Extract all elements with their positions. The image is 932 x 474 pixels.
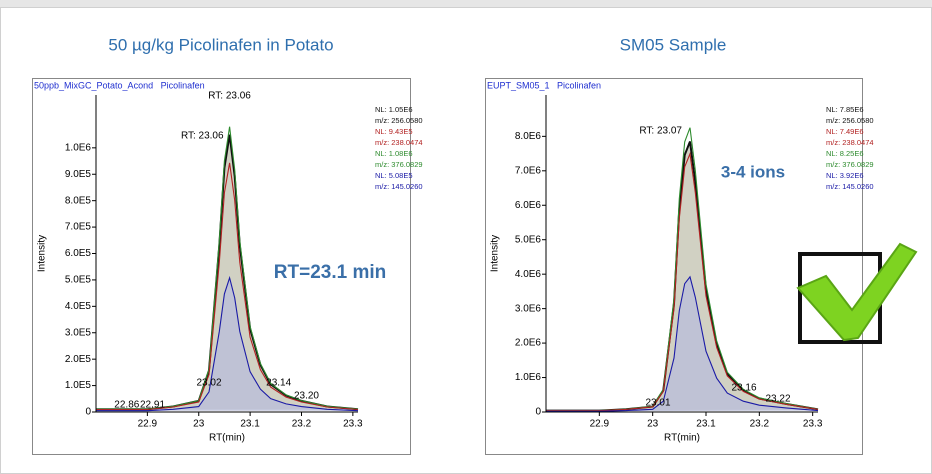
legend-nl: NL: 1.05E6 xyxy=(375,105,413,114)
peak-label: 23.16 xyxy=(731,383,756,394)
legend-nl: NL: 9.43E5 xyxy=(375,127,413,136)
y-tick-label: 8.0E5 xyxy=(65,195,92,206)
peak-label: 22.86 xyxy=(114,400,139,411)
peak-label: 23.22 xyxy=(765,394,790,405)
y-tick-label: 6.0E6 xyxy=(515,200,542,211)
y-tick-label: 2.0E6 xyxy=(515,338,542,349)
y-tick-label: 3.0E5 xyxy=(65,327,92,338)
y-tick-label: 0 xyxy=(535,407,541,418)
y-tick-label: 7.0E5 xyxy=(65,222,92,233)
y-tick-label: 5.0E6 xyxy=(515,234,542,245)
callout: RT=23.1 min xyxy=(274,262,386,283)
x-tick-label: 23.1 xyxy=(240,419,260,430)
y-tick-label: 7.0E6 xyxy=(515,165,542,176)
legend-entry: m/z: 238.0474 xyxy=(826,138,874,147)
y-axis-label: Intensity xyxy=(490,235,501,272)
legend-entry: m/z: 256.0580 xyxy=(375,116,423,125)
legend-entry: m/z: 376.0829 xyxy=(375,160,423,169)
y-tick-label: 4.0E5 xyxy=(65,301,92,312)
trace-line xyxy=(96,275,359,412)
y-tick-label: 0 xyxy=(85,407,91,418)
peak-area xyxy=(546,276,818,412)
y-tick-label: 1.0E6 xyxy=(65,142,92,153)
x-tick-label: 23.2 xyxy=(292,419,312,430)
x-axis-label: RT(min) xyxy=(664,433,700,444)
peak-label: 23.20 xyxy=(294,391,319,402)
trace-line xyxy=(96,126,359,410)
peak-label: RT: 23.06 xyxy=(208,91,251,102)
y-tick-label: 5.0E5 xyxy=(65,275,92,286)
x-tick-label: 23.2 xyxy=(750,419,770,430)
x-tick-label: 22.9 xyxy=(590,419,610,430)
top-bar xyxy=(0,0,932,7)
peak-area xyxy=(96,277,358,411)
legend-entry: m/z: 376.0829 xyxy=(826,160,874,169)
x-axis-label: RT(min) xyxy=(209,433,245,444)
x-tick-label: 23 xyxy=(647,419,659,430)
x-tick-label: 23.1 xyxy=(696,419,716,430)
legend-entry: m/z: 256.0580 xyxy=(826,116,874,125)
y-tick-label: 1.0E5 xyxy=(65,380,92,391)
chart-title: SM05 Sample xyxy=(620,35,727,54)
legend-nl: NL: 5.08E5 xyxy=(375,171,413,180)
legend-nl: NL: 1.08E6 xyxy=(375,149,413,158)
y-tick-label: 4.0E6 xyxy=(515,269,542,280)
trace-line xyxy=(96,162,359,411)
y-tick-label: 9.0E5 xyxy=(65,169,92,180)
x-tick-label: 23 xyxy=(193,419,205,430)
peak-area xyxy=(96,134,358,410)
chart-subtitle: 50ppb_MixGC_Potato_Acond Picolinafen xyxy=(34,80,205,90)
peak-label: RT: 23.07 xyxy=(639,126,682,137)
peak-area xyxy=(546,141,818,411)
peak-label: 23.14 xyxy=(266,378,291,389)
peak-label: 23.01 xyxy=(645,398,670,409)
peak-label: 23.02 xyxy=(197,378,222,389)
y-tick-label: 8.0E6 xyxy=(515,131,542,142)
y-tick-label: 6.0E5 xyxy=(65,248,92,259)
y-axis-label: Intensity xyxy=(37,235,48,272)
legend-nl: NL: 7.49E6 xyxy=(826,127,864,136)
peak-label: 22.91 xyxy=(140,400,165,411)
x-tick-label: 22.9 xyxy=(138,419,158,430)
chart-subtitle: EUPT_SM05_1 Picolinafen xyxy=(487,80,601,90)
y-tick-label: 1.0E6 xyxy=(515,372,542,383)
callout: 3-4 ions xyxy=(721,162,785,181)
x-tick-label: 23.3 xyxy=(343,419,363,430)
checkmark-icon xyxy=(796,242,918,344)
x-tick-label: 23.3 xyxy=(803,419,823,430)
legend-nl: NL: 7.85E6 xyxy=(826,105,864,114)
legend-entry: m/z: 238.0474 xyxy=(375,138,423,147)
trace-line xyxy=(546,151,819,412)
legend-nl: NL: 3.92E6 xyxy=(826,171,864,180)
y-tick-label: 3.0E6 xyxy=(515,303,542,314)
y-tick-label: 2.0E5 xyxy=(65,354,92,365)
chart-title: 50 µg/kg Picolinafen in Potato xyxy=(108,35,333,54)
trace-line xyxy=(546,275,819,412)
peak-label: RT: 23.06 xyxy=(181,131,224,142)
legend-entry: m/z: 145.0260 xyxy=(375,182,423,191)
legend-nl: NL: 8.25E6 xyxy=(826,149,864,158)
legend-entry: m/z: 145.0260 xyxy=(826,182,874,191)
